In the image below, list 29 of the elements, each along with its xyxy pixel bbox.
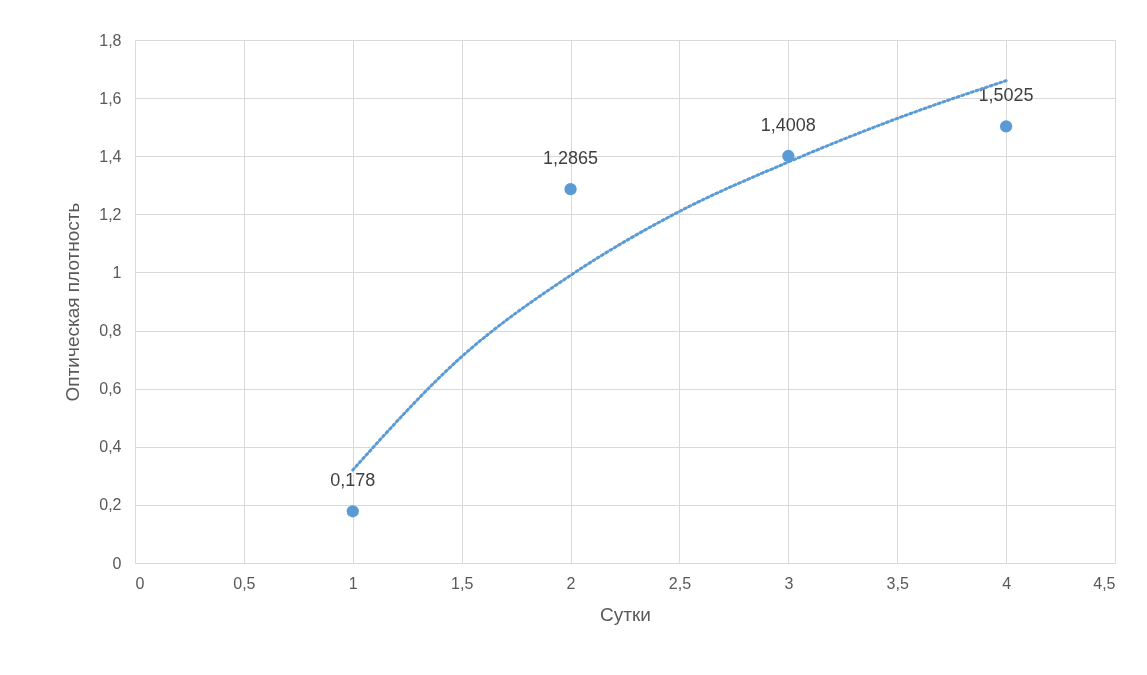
y-axis-title: Оптическая плотность [62,202,84,402]
data-label: 1,5025 [978,85,1034,106]
x-tick-label: 1 [348,574,358,592]
y-tick-label: 0,6 [99,380,122,398]
data-label: 1,4008 [760,114,816,135]
y-tick-label: 1,6 [99,89,122,107]
x-tick-label: 3,5 [886,574,909,592]
y-tick-label: 1,2 [99,205,122,223]
x-tick-label: 2,5 [668,574,692,592]
x-axis-title: Сутки [600,603,651,625]
data-label: 1,2865 [543,148,599,169]
y-tick-label: 1,4 [99,147,122,165]
point [999,120,1013,133]
x-tick-label: 0 [135,574,145,592]
x-tick-label: 4 [1002,574,1012,592]
x-tick-label: 0,5 [233,574,256,592]
y-tick-label: 0,4 [99,438,122,456]
x-tick-label: 2 [566,574,576,592]
y-tick-label: 0,8 [99,322,122,340]
x-tick-label: 1,5 [451,574,474,592]
point [564,183,577,196]
point [346,505,359,518]
y-tick-label: 1 [112,263,122,281]
x-tick-label: 3 [784,574,794,592]
data-label: 0,178 [330,470,376,491]
x-tick-label: 4,5 [1093,574,1116,592]
y-tick-label: 0 [112,554,122,572]
y-tick-label: 0,2 [99,496,122,514]
y-tick-label: 1,8 [99,31,122,49]
